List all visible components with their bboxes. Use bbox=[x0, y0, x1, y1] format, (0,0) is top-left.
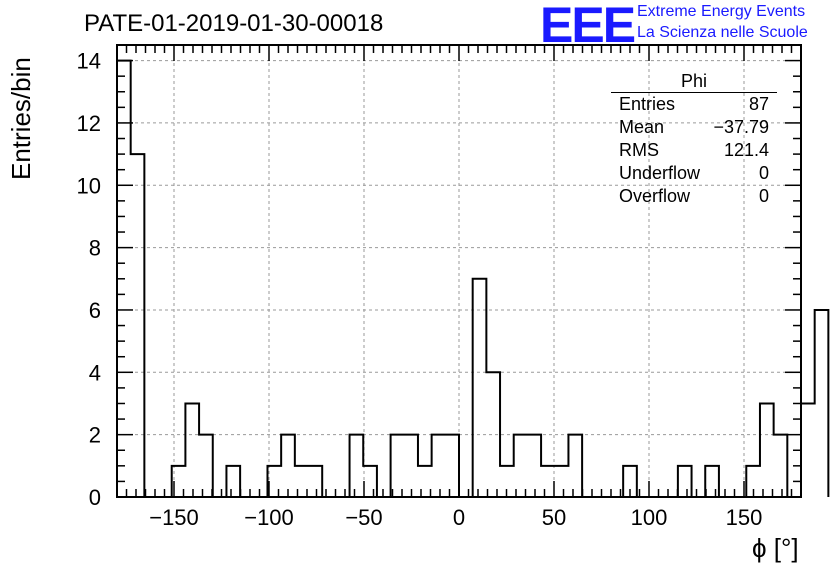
histogram-bin bbox=[432, 435, 446, 497]
y-tick-label: 10 bbox=[77, 173, 101, 198]
histogram-bin bbox=[350, 435, 364, 497]
x-tick-label: −50 bbox=[345, 505, 382, 530]
stats-label: RMS bbox=[619, 140, 659, 160]
y-axis-label: Entries/bin bbox=[6, 57, 36, 180]
histogram-bin bbox=[555, 466, 569, 497]
x-tick-label: 50 bbox=[542, 505, 566, 530]
x-tick-label: 150 bbox=[726, 505, 763, 530]
histogram-bin bbox=[541, 466, 555, 497]
histogram-bin bbox=[391, 435, 405, 497]
histogram-bin bbox=[418, 466, 432, 497]
histogram-bin bbox=[527, 435, 541, 497]
stats-label: Underflow bbox=[619, 163, 701, 183]
y-tick-label: 8 bbox=[89, 236, 101, 261]
histogram-bin bbox=[363, 466, 377, 497]
stats-label: Entries bbox=[619, 94, 676, 114]
histogram-bin bbox=[404, 435, 418, 497]
histogram-bin bbox=[568, 435, 582, 497]
histogram-bin bbox=[226, 466, 240, 497]
logo-text-line2: La Scienza nelle Scuole bbox=[637, 24, 808, 41]
y-tick-label: 14 bbox=[77, 49, 101, 74]
stats-value: 0 bbox=[758, 186, 769, 206]
histogram-bin bbox=[445, 435, 459, 497]
grid-lines bbox=[117, 45, 801, 497]
stats-label: Overflow bbox=[619, 186, 691, 206]
histogram-bin bbox=[131, 154, 145, 497]
y-tick-label: 2 bbox=[89, 423, 101, 448]
stats-value: 87 bbox=[748, 94, 769, 114]
histogram-bin bbox=[760, 403, 774, 497]
axis-ticks bbox=[117, 45, 801, 498]
y-tick-label: 12 bbox=[77, 111, 101, 136]
stats-title: Phi bbox=[611, 70, 777, 93]
tick-labels: −150 −100 −50 0 50 100 150 0 2 4 6 8 10 12 14 bbox=[77, 49, 763, 530]
stats-value: −37.79 bbox=[713, 117, 769, 137]
stats-box: Phi Entries 87 Mean −37.79 RMS 121.4 Und… bbox=[611, 70, 777, 208]
histogram-bin bbox=[678, 466, 692, 497]
histogram-bin bbox=[815, 310, 829, 497]
x-tick-label: 0 bbox=[453, 505, 465, 530]
stats-row-entries: Entries 87 bbox=[611, 93, 777, 116]
stats-row-underflow: Underflow 0 bbox=[611, 162, 777, 185]
x-tick-label: −150 bbox=[149, 505, 199, 530]
eee-logo: EEE bbox=[540, 0, 636, 53]
histogram-bin bbox=[281, 435, 295, 497]
histogram-bin bbox=[185, 403, 199, 497]
y-tick-label: 6 bbox=[89, 298, 101, 323]
x-tick-label: 100 bbox=[631, 505, 668, 530]
chart-title: PATE-01-2019-01-30-00018 bbox=[84, 10, 384, 37]
histogram-bin bbox=[514, 435, 528, 497]
stats-row-rms: RMS 121.4 bbox=[611, 139, 777, 162]
histogram-bin bbox=[801, 403, 815, 497]
logo-text-line1: Extreme Energy Events bbox=[637, 3, 806, 20]
y-tick-label: 4 bbox=[89, 360, 101, 385]
histogram-bin bbox=[774, 435, 788, 497]
x-axis-label: ϕ [°] bbox=[752, 533, 799, 563]
y-tick-label: 0 bbox=[89, 485, 101, 510]
histogram-bin bbox=[199, 435, 213, 497]
stats-value: 121.4 bbox=[723, 140, 769, 160]
x-tick-label: −100 bbox=[244, 505, 294, 530]
histogram-bin bbox=[705, 466, 719, 497]
stats-row-overflow: Overflow 0 bbox=[611, 185, 777, 208]
stats-row-mean: Mean −37.79 bbox=[611, 116, 777, 139]
stats-label: Mean bbox=[619, 117, 665, 137]
histogram-bin bbox=[473, 279, 487, 497]
stats-value: 0 bbox=[758, 163, 769, 183]
histogram-bin bbox=[309, 466, 323, 497]
